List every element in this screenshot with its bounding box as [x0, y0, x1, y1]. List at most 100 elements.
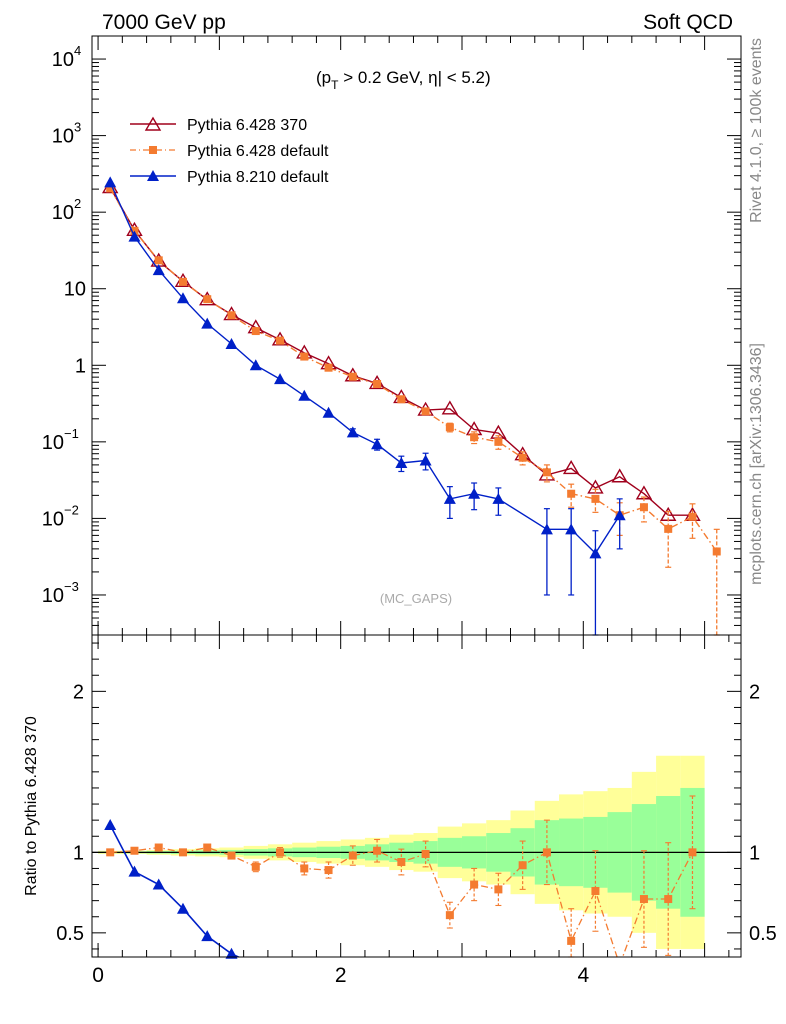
ratio-point-pythia6-default	[397, 858, 406, 867]
data-point-pythia6-default	[470, 433, 479, 442]
x-tick-label: 2	[335, 964, 347, 987]
data-point-pythia8-default	[419, 454, 432, 466]
ratio-point-pythia6-default	[348, 851, 357, 860]
ratio-point-pythia6-default	[639, 895, 648, 904]
ratio-y-tick-label-left: 2	[73, 681, 84, 703]
data-point-pythia6-370	[441, 400, 459, 415]
ratio-point-pythia6-default	[324, 866, 333, 875]
main-y-tick-exponent: 4	[74, 43, 81, 58]
ratio-point-pythia6-default	[591, 886, 600, 895]
ratio-point-pythia6-default	[664, 895, 673, 904]
main-plot-data	[101, 176, 721, 636]
data-point-pythia8-default	[371, 438, 384, 450]
ratio-point-pythia6-default	[445, 911, 454, 920]
ratio-y-tick-label-right: 1	[749, 842, 760, 864]
data-point-pythia8-default	[152, 264, 165, 276]
rivet-version-label: Rivet 4.1.0, ≥ 100k events	[748, 38, 765, 223]
data-point-pythia6-default	[591, 494, 600, 503]
data-point-pythia6-default	[154, 256, 163, 265]
data-point-pythia6-default	[712, 547, 721, 556]
legend-label-pythia6-370: Pythia 6.428 370	[187, 117, 307, 134]
data-point-pythia8-default	[589, 547, 602, 559]
ratio-panel-frame	[91, 634, 742, 958]
data-point-pythia8-default	[249, 359, 262, 371]
data-point-pythia6-default	[494, 437, 503, 446]
data-point-pythia6-370	[611, 468, 628, 483]
data-point-pythia6-default	[251, 327, 260, 336]
data-point-pythia8-default	[104, 176, 117, 188]
data-point-pythia6-default	[348, 372, 357, 381]
data-point-pythia8-default	[322, 406, 335, 418]
mcplots-reference-label: mcplots.cern.ch [arXiv:1306.3436]	[748, 343, 765, 585]
data-point-pythia8-default	[176, 292, 189, 304]
data-point-pythia6-default	[664, 524, 673, 533]
title-part-sub: T	[331, 78, 339, 92]
ratio-point-pythia6-default	[203, 843, 212, 852]
ratio-point-pythia8-default	[152, 878, 165, 890]
legend-marker-pythia8-default	[147, 170, 159, 181]
title-part-post: | < 5.2)	[438, 68, 491, 87]
legend-entry-pythia6-default: Pythia 6.428 default	[130, 143, 329, 160]
ratio-point-pythia6-default	[106, 848, 115, 857]
main-y-tick-exponent: 2	[74, 196, 81, 211]
ratio-point-pythia8-default	[176, 902, 189, 914]
data-point-pythia6-default	[106, 184, 115, 193]
ratio-panel: 0.5 0.5 1 1 2 2 0 2 4 Ratio to Pythia 6.428 370	[23, 634, 777, 987]
ratio-series-line-1	[109, 824, 241, 957]
main-y-tick-exponent: −2	[64, 502, 79, 517]
data-point-pythia6-default	[421, 407, 430, 416]
data-point-pythia8-default	[225, 337, 238, 349]
legend-label-pythia8-default: Pythia 8.210 default	[187, 169, 329, 186]
data-point-pythia6-default	[567, 489, 576, 498]
data-point-pythia6-default	[203, 295, 212, 304]
ratio-y-axis-label: Ratio to Pythia 6.428 370	[23, 716, 40, 896]
data-point-pythia8-default	[395, 456, 408, 468]
main-y-tick-exponent: −3	[64, 579, 79, 594]
data-point-pythia6-default	[276, 336, 285, 345]
header-left-title: 7000 GeV pp	[102, 11, 226, 34]
legend-marker-pythia6-default	[149, 146, 157, 154]
main-y-tick-label: 10	[42, 432, 64, 454]
data-point-pythia6-default	[542, 468, 551, 477]
ratio-point-pythia6-default	[542, 848, 551, 857]
ratio-point-pythia6-default	[567, 936, 576, 945]
ratio-y-tick-label-right: 2	[749, 681, 760, 703]
data-point-pythia6-default	[518, 453, 527, 462]
ratio-point-pythia6-default	[470, 880, 479, 889]
legend-marker-pythia6-370	[144, 116, 162, 131]
data-point-pythia6-default	[373, 379, 382, 388]
main-y-tick-exponent: −1	[64, 426, 79, 441]
ratio-y-tick-label-left: 1	[73, 842, 84, 864]
ratio-point-pythia6-default	[373, 846, 382, 855]
data-point-pythia8-default	[565, 523, 578, 535]
data-point-pythia6-default	[178, 277, 187, 286]
main-y-tick-exponent: 3	[74, 120, 81, 135]
ratio-y-tick-label-right: 0.5	[749, 923, 777, 945]
main-y-tick-label: 10	[52, 202, 74, 224]
data-point-pythia6-default	[397, 395, 406, 404]
data-point-pythia8-default	[346, 426, 359, 438]
x-tick-label: 4	[577, 964, 589, 987]
legend-entry-pythia8-default: Pythia 8.210 default	[130, 169, 329, 186]
legend-label-pythia6-default: Pythia 6.428 default	[187, 143, 329, 160]
data-point-pythia6-default	[324, 363, 333, 372]
title-part-mid: > 0.2 GeV,	[338, 68, 428, 87]
data-point-pythia6-default	[688, 512, 697, 521]
ratio-point-pythia6-default	[227, 851, 236, 860]
data-point-pythia6-default	[445, 423, 454, 432]
ratio-point-pythia6-default	[300, 864, 309, 873]
data-point-pythia8-default	[540, 523, 553, 535]
main-y-tick-label: 1	[75, 355, 86, 377]
legend: Pythia 6.428 370 Pythia 6.428 default Py…	[130, 116, 329, 186]
data-point-pythia8-default	[468, 487, 481, 499]
mc-gaps-watermark: (MC_GAPS)	[380, 591, 452, 606]
data-point-pythia8-default	[613, 509, 626, 521]
data-point-pythia8-default	[443, 492, 456, 504]
ratio-y-tick-label-left: 0.5	[56, 923, 84, 945]
series-line-1	[109, 187, 718, 552]
ratio-point-pythia6-default	[276, 848, 285, 857]
main-y-tick-label: 10	[42, 508, 64, 530]
title-part-eta: η	[428, 68, 437, 87]
ratio-point-pythia8-default	[128, 865, 141, 877]
